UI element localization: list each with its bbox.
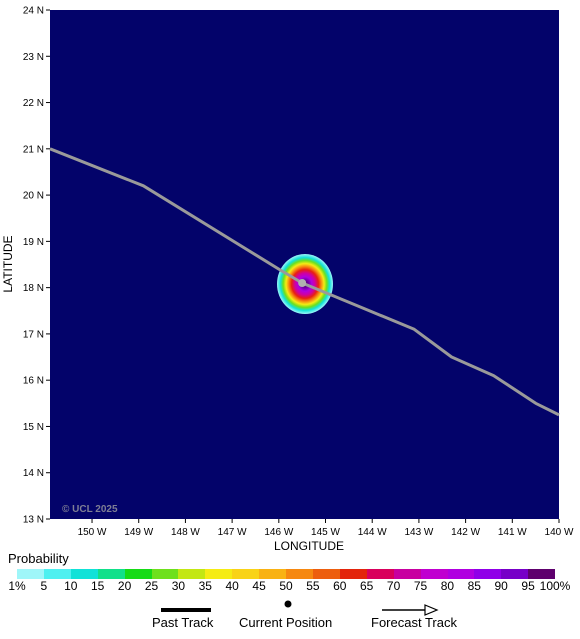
colorbar-tick-label: 1% xyxy=(8,579,26,593)
colorbar-swatch xyxy=(366,569,394,579)
current-position-icon xyxy=(284,600,292,608)
colorbar-swatch xyxy=(259,569,287,579)
colorbar-labels: 1% 5 10 15 20 25 30 35 40 45 50 55 60 65 70 75 80 85 90 95 1… xyxy=(0,579,580,595)
lon-tick-label: 143 W xyxy=(404,527,433,538)
lon-tick-label: 140 W xyxy=(545,527,574,538)
lon-tick-label: 149 W xyxy=(124,527,153,538)
colorbar-tick-label: 50 xyxy=(279,579,293,593)
colorbar-swatch xyxy=(339,569,367,579)
colorbar-swatch xyxy=(97,569,125,579)
colorbar-tick-label: 85 xyxy=(467,579,481,593)
lon-tick-label: 141 W xyxy=(498,527,527,538)
past-track-label: Past Track xyxy=(152,615,214,630)
lat-tick-label: 16 N xyxy=(23,376,44,387)
colorbar-swatch xyxy=(151,569,179,579)
colorbar-swatch xyxy=(501,569,529,579)
lon-tick-label: 145 W xyxy=(311,527,340,538)
current-position-marker xyxy=(298,279,307,288)
lat-tick-label: 14 N xyxy=(23,468,44,479)
colorbar-swatch xyxy=(474,569,502,579)
colorbar-tick-label: 75 xyxy=(413,579,428,593)
colorbar-tick-label: 35 xyxy=(198,579,212,593)
lon-tick-label: 142 W xyxy=(451,527,480,538)
longitude-axis: 150 W 149 W 148 W 147 W 146 W 145 W 144 W 143 W… xyxy=(78,519,574,538)
lat-tick-label: 19 N xyxy=(23,237,44,248)
forecast-track-label: Forecast Track xyxy=(371,615,457,630)
legend-title: Probability xyxy=(8,551,69,566)
colorbar-tick-label: 25 xyxy=(144,579,159,593)
colorbar-tick-label: 45 xyxy=(252,579,266,593)
lat-tick-label: 24 N xyxy=(23,6,44,17)
x-axis-title: LONGITUDE xyxy=(274,539,344,553)
colorbar-swatch xyxy=(420,569,448,579)
colorbar-tick-label: 20 xyxy=(117,579,132,593)
lat-tick-label: 21 N xyxy=(23,144,44,155)
probability-colorbar xyxy=(17,569,556,579)
colorbar-tick-label: 30 xyxy=(171,579,186,593)
colorbar-swatch xyxy=(124,569,152,579)
lat-tick-label: 20 N xyxy=(23,191,44,202)
past-track-icon xyxy=(161,608,211,612)
lat-tick-label: 17 N xyxy=(23,329,44,340)
colorbar-tick-label: 15 xyxy=(91,579,105,593)
colorbar-swatch xyxy=(312,569,340,579)
lon-tick-label: 147 W xyxy=(218,527,247,538)
latitude-axis: 24 N 23 N 22 N 21 N 20 N 19 N 18 N 17 N 16 N 15 N… xyxy=(23,6,50,526)
colorbar-swatch xyxy=(17,569,44,579)
y-axis-title: LATITUDE xyxy=(1,235,15,292)
colorbar-tick-label: 55 xyxy=(306,579,320,593)
colorbar-swatch xyxy=(178,569,206,579)
colorbar-tick-label: 70 xyxy=(386,579,401,593)
colorbar-tick-label: 95 xyxy=(521,579,535,593)
forecast-track-arrow-icon xyxy=(382,604,439,616)
lat-tick-label: 22 N xyxy=(23,98,44,109)
lat-tick-label: 15 N xyxy=(23,422,44,433)
colorbar-swatch xyxy=(232,569,260,579)
colorbar-tick-label: 40 xyxy=(225,579,239,593)
colorbar-tick-label: 90 xyxy=(494,579,508,593)
storm-track-line xyxy=(49,147,560,417)
lat-tick-label: 13 N xyxy=(23,515,44,526)
lat-tick-label: 23 N xyxy=(23,52,44,63)
colorbar-swatch xyxy=(528,569,556,579)
colorbar-tick-label: 10 xyxy=(64,579,78,593)
lon-tick-label: 148 W xyxy=(171,527,200,538)
colorbar-swatch xyxy=(447,569,475,579)
colorbar-tick-label: 60 xyxy=(333,579,347,593)
colorbar-swatch xyxy=(393,569,421,579)
colorbar-tick-label: 100% xyxy=(539,579,571,593)
current-position-label: Current Position xyxy=(239,615,333,630)
lat-tick-label: 18 N xyxy=(23,283,44,294)
colorbar-tick-label: 65 xyxy=(360,579,374,593)
colorbar-swatch xyxy=(70,569,98,579)
copyright-text: © UCL 2025 xyxy=(62,504,118,515)
lon-tick-label: 150 W xyxy=(78,527,107,538)
colorbar-swatch xyxy=(205,569,233,579)
colorbar-swatch xyxy=(286,569,313,579)
lon-tick-label: 146 W xyxy=(264,527,293,538)
colorbar-tick-label: 80 xyxy=(440,579,455,593)
lon-tick-label: 144 W xyxy=(358,527,387,538)
colorbar-tick-label: 5 xyxy=(40,579,48,593)
colorbar-swatch xyxy=(43,569,71,579)
